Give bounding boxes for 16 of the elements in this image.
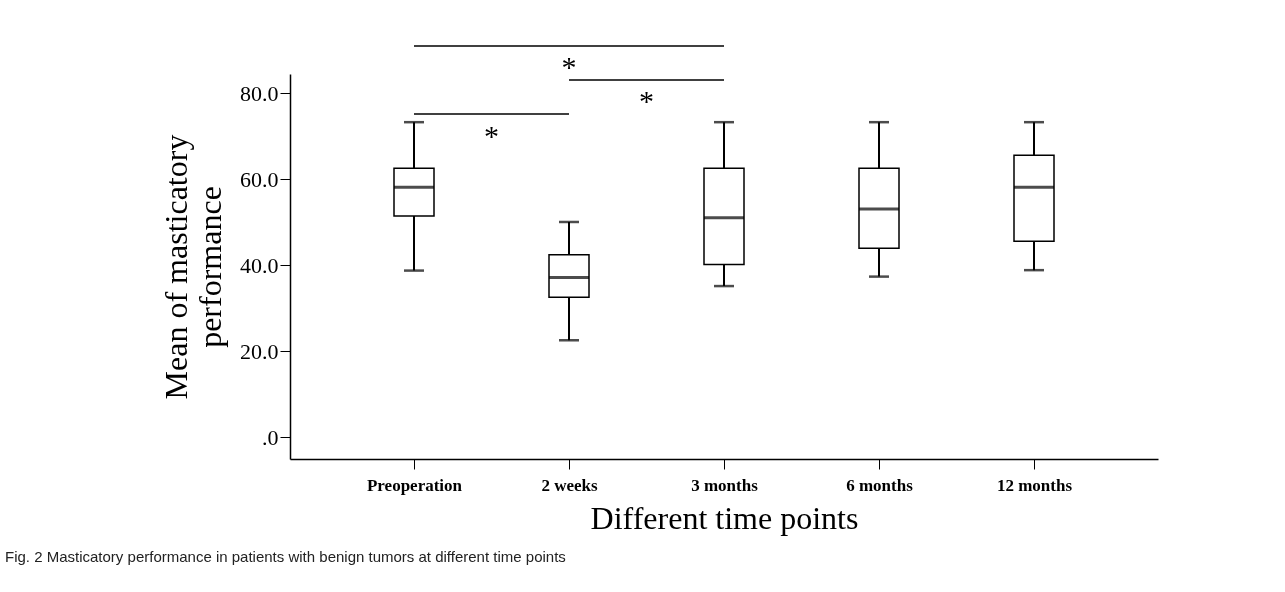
caption: Fig. 2 Masticatory performance in patients with benign tumors at different time points — [5, 548, 566, 565]
annotation: * — [639, 84, 654, 117]
y-tick-label: 20.0 — [240, 338, 279, 364]
y-tick-label: 60.0 — [240, 166, 279, 192]
y-axis-title: Mean of masticatory performance — [158, 134, 228, 400]
x-tick-label: 12 months — [996, 475, 1073, 495]
y-tick-label: .0 — [262, 424, 279, 450]
x-tick-label: Preoperation — [366, 475, 463, 495]
x-tick-label: 6 months — [846, 475, 914, 495]
y-tick-label: 40.0 — [240, 252, 279, 278]
annotation: * — [561, 50, 577, 83]
y-tick-label: 80.0 — [240, 80, 279, 106]
x-axis-title: Different time points — [590, 499, 859, 536]
x-tick-label: 2 weeks — [541, 475, 598, 495]
annotation: * — [484, 119, 499, 152]
x-tick-label: 3 months — [691, 475, 759, 495]
